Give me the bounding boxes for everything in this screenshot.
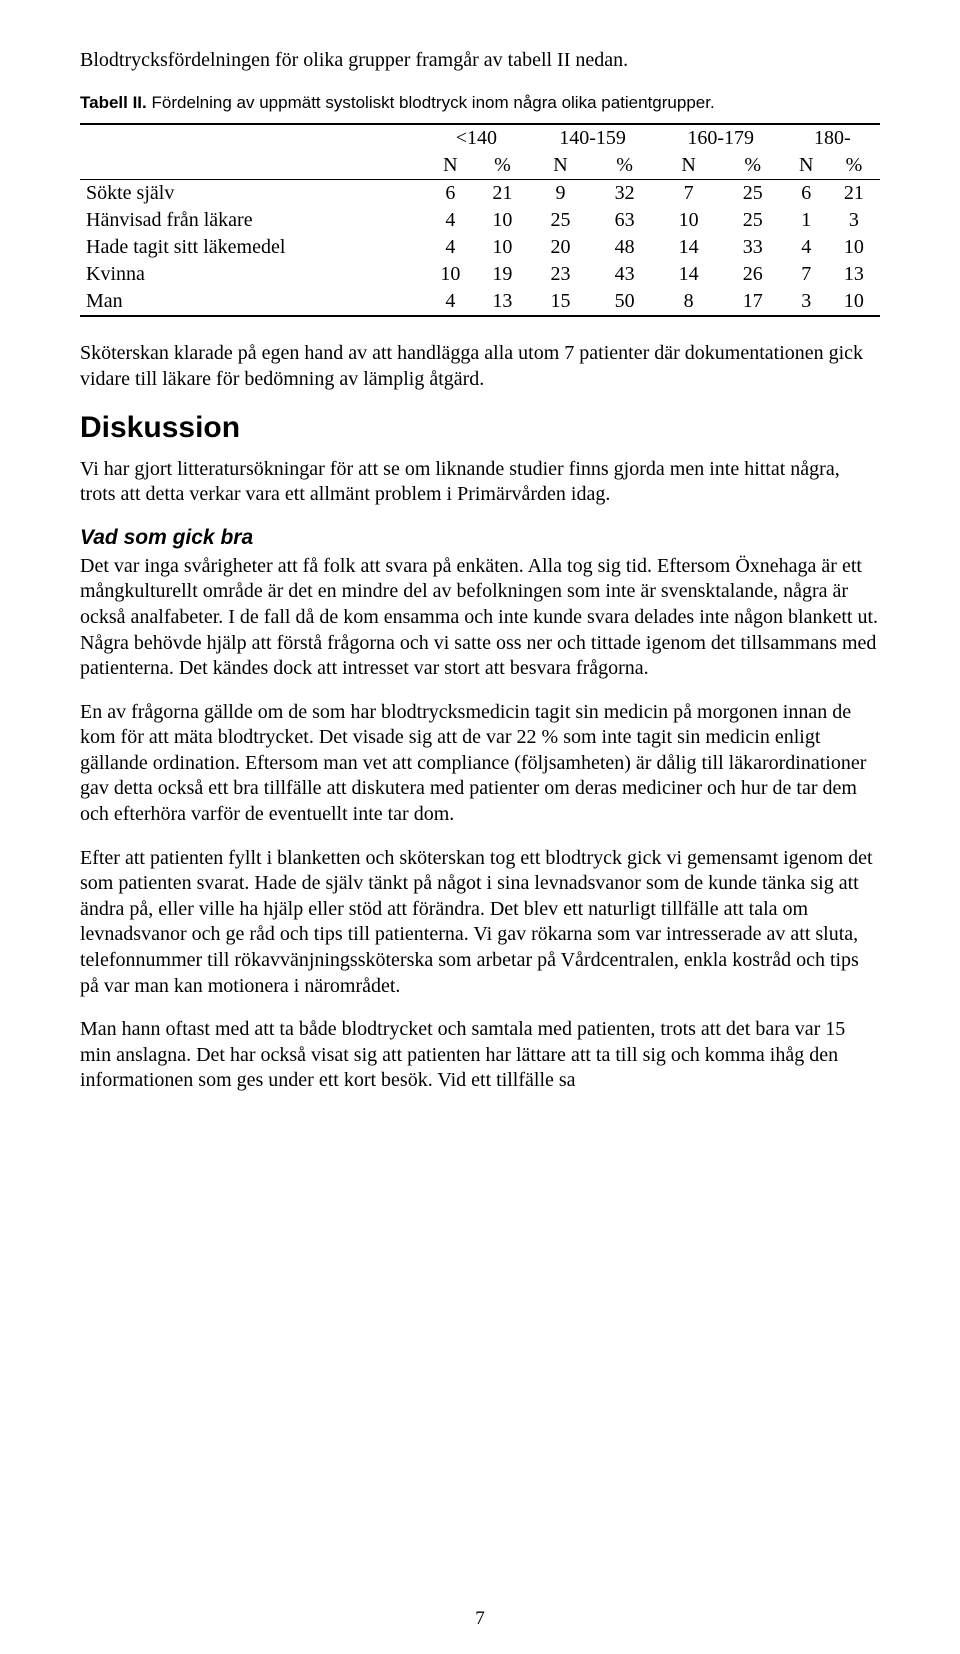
cell: 4 <box>424 234 476 261</box>
cell: 32 <box>593 180 657 208</box>
header-group: 160-179 <box>657 124 785 152</box>
table-header-sub: N % N % N % N % <box>80 152 880 180</box>
cell: 17 <box>721 288 785 316</box>
cell: 7 <box>785 261 828 288</box>
cell: 43 <box>593 261 657 288</box>
table-row: Hade tagit sitt läkemedel 4 10 20 48 14 … <box>80 234 880 261</box>
cell: 1 <box>785 207 828 234</box>
cell: 20 <box>528 234 592 261</box>
cell: 25 <box>528 207 592 234</box>
cell: 10 <box>657 207 721 234</box>
cell: 10 <box>476 234 528 261</box>
cell: 6 <box>424 180 476 208</box>
header-sub: % <box>828 152 880 180</box>
page-container: Blodtrycksfördelningen för olika grupper… <box>0 0 960 1654</box>
header-sub: N <box>528 152 592 180</box>
paragraph-man: Man hann oftast med att ta både blodtryc… <box>80 1017 880 1094</box>
cell: 14 <box>657 234 721 261</box>
cell: 33 <box>721 234 785 261</box>
paragraph-vad: Det var inga svårigheter att få folk att… <box>80 554 880 682</box>
table-row: Kvinna 10 19 23 43 14 26 7 13 <box>80 261 880 288</box>
discussion-paragraph-1: Vi har gjort litteratursökningar för att… <box>80 457 880 508</box>
header-group: <140 <box>424 124 528 152</box>
paragraph-med: En av frågorna gällde om de som har blod… <box>80 700 880 828</box>
distribution-table: <140 140-159 160-179 180- N % N % N % N … <box>80 123 880 317</box>
row-label: Hade tagit sitt läkemedel <box>80 234 424 261</box>
cell: 8 <box>657 288 721 316</box>
header-sub: % <box>593 152 657 180</box>
table-row: Hänvisad från läkare 4 10 25 63 10 25 1 … <box>80 207 880 234</box>
cell: 13 <box>476 288 528 316</box>
header-sub: N <box>424 152 476 180</box>
cell: 63 <box>593 207 657 234</box>
cell: 10 <box>424 261 476 288</box>
caption-label: Tabell II. <box>80 93 147 112</box>
row-label: Man <box>80 288 424 316</box>
caption-text: Fördelning av uppmätt systoliskt blodtry… <box>147 93 715 112</box>
cell: 21 <box>828 180 880 208</box>
table-header-groups: <140 140-159 160-179 180- <box>80 124 880 152</box>
cell: 26 <box>721 261 785 288</box>
cell: 10 <box>828 234 880 261</box>
cell: 4 <box>424 288 476 316</box>
cell: 23 <box>528 261 592 288</box>
paragraph-efter: Efter att patienten fyllt i blanketten o… <box>80 846 880 1000</box>
page-number: 7 <box>0 1608 960 1630</box>
table-caption: Tabell II. Fördelning av uppmätt systoli… <box>80 92 880 114</box>
cell: 14 <box>657 261 721 288</box>
cell: 15 <box>528 288 592 316</box>
header-group: 140-159 <box>528 124 656 152</box>
paragraph-after-table: Sköterskan klarade på egen hand av att h… <box>80 341 880 392</box>
cell: 25 <box>721 180 785 208</box>
header-sub: N <box>785 152 828 180</box>
header-sub: N <box>657 152 721 180</box>
header-group: 180- <box>785 124 880 152</box>
cell: 10 <box>476 207 528 234</box>
cell: 4 <box>424 207 476 234</box>
header-sub: % <box>476 152 528 180</box>
cell: 3 <box>785 288 828 316</box>
row-label: Kvinna <box>80 261 424 288</box>
cell: 3 <box>828 207 880 234</box>
cell: 6 <box>785 180 828 208</box>
cell: 50 <box>593 288 657 316</box>
cell: 13 <box>828 261 880 288</box>
header-empty <box>80 152 424 180</box>
cell: 21 <box>476 180 528 208</box>
row-label: Sökte själv <box>80 180 424 208</box>
header-empty <box>80 124 424 152</box>
table-body: Sökte själv 6 21 9 32 7 25 6 21 Hänvisad… <box>80 180 880 317</box>
cell: 19 <box>476 261 528 288</box>
cell: 7 <box>657 180 721 208</box>
row-label: Hänvisad från läkare <box>80 207 424 234</box>
cell: 48 <box>593 234 657 261</box>
subsection-heading: Vad som gick bra <box>80 526 880 550</box>
section-heading-diskussion: Diskussion <box>80 411 880 445</box>
table-row: Man 4 13 15 50 8 17 3 10 <box>80 288 880 316</box>
cell: 4 <box>785 234 828 261</box>
cell: 10 <box>828 288 880 316</box>
cell: 25 <box>721 207 785 234</box>
table-row: Sökte själv 6 21 9 32 7 25 6 21 <box>80 180 880 208</box>
header-sub: % <box>721 152 785 180</box>
intro-paragraph: Blodtrycksfördelningen för olika grupper… <box>80 48 880 74</box>
cell: 9 <box>528 180 592 208</box>
